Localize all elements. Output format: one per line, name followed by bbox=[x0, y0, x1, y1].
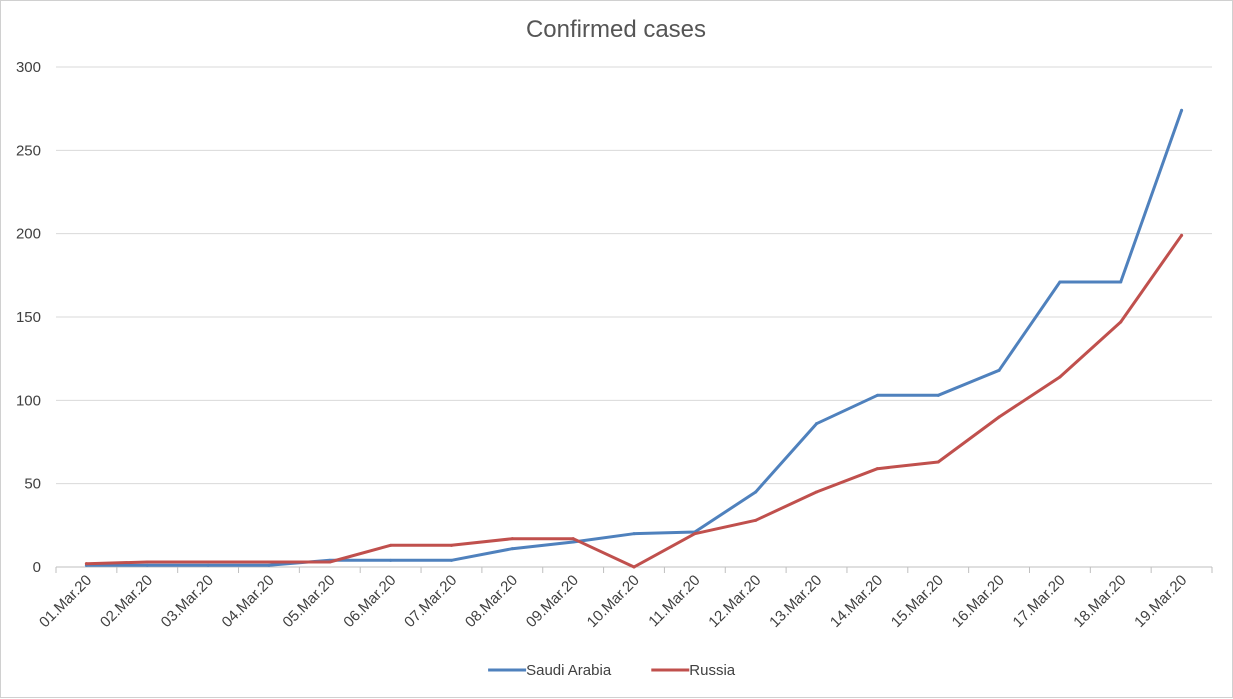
data-point bbox=[693, 532, 697, 536]
data-point bbox=[875, 467, 879, 471]
y-tick-label: 250 bbox=[16, 142, 41, 159]
grid-layer bbox=[56, 66, 1212, 485]
data-point bbox=[1058, 280, 1062, 284]
data-point bbox=[389, 543, 393, 547]
data-point bbox=[1119, 280, 1123, 284]
data-point bbox=[632, 532, 636, 536]
y-tick-label: 200 bbox=[16, 226, 41, 243]
y-tick-label: 0 bbox=[33, 559, 41, 576]
x-tick-label: 13.Mar.20 bbox=[766, 572, 825, 631]
data-point bbox=[815, 422, 819, 426]
data-point bbox=[389, 558, 393, 562]
data-point bbox=[1119, 320, 1123, 324]
x-tick-label: 08.Mar.20 bbox=[462, 572, 521, 631]
legend-label: Russia bbox=[689, 662, 736, 679]
x-tick-label: 06.Mar.20 bbox=[340, 572, 399, 631]
data-point bbox=[875, 393, 879, 397]
data-point bbox=[267, 560, 271, 564]
data-point bbox=[754, 518, 758, 522]
x-tick-label: 05.Mar.20 bbox=[279, 572, 338, 631]
data-point bbox=[449, 558, 453, 562]
data-point bbox=[449, 543, 453, 547]
data-point bbox=[1180, 233, 1184, 237]
x-tick-label: 02.Mar.20 bbox=[97, 572, 156, 631]
y-tick-label: 50 bbox=[24, 476, 41, 493]
data-point bbox=[1180, 108, 1184, 112]
x-tick-label: 07.Mar.20 bbox=[401, 572, 460, 631]
x-tick-label: 01.Mar.20 bbox=[36, 572, 95, 631]
data-point bbox=[510, 537, 514, 541]
x-tick-label: 15.Mar.20 bbox=[888, 572, 947, 631]
x-tick-label: 11.Mar.20 bbox=[645, 572, 703, 630]
x-tick-label: 14.Mar.20 bbox=[827, 572, 886, 631]
data-point bbox=[510, 547, 514, 551]
legend: Saudi Arabia Russia bbox=[488, 662, 736, 679]
x-tick-label: 03.Mar.20 bbox=[158, 572, 217, 631]
data-point bbox=[997, 368, 1001, 372]
data-point bbox=[571, 540, 575, 544]
x-tick-label: 10.Mar.20 bbox=[584, 572, 643, 631]
data-point bbox=[267, 563, 271, 567]
series-layer bbox=[84, 108, 1184, 569]
x-tick-label: 16.Mar.20 bbox=[949, 572, 1008, 631]
data-point bbox=[754, 490, 758, 494]
data-point bbox=[206, 560, 210, 564]
series-line-2 bbox=[84, 233, 1184, 569]
data-point bbox=[328, 560, 332, 564]
x-tick-label: 19.Mar.20 bbox=[1131, 572, 1190, 631]
data-point bbox=[815, 490, 819, 494]
chart-title: Confirmed cases bbox=[526, 16, 706, 43]
data-point bbox=[145, 563, 149, 567]
x-tick-label: 12.Mar.20 bbox=[705, 572, 764, 631]
legend-label: Saudi Arabia bbox=[526, 662, 612, 679]
data-point bbox=[997, 415, 1001, 419]
x-tick-label: 17.Mar.20 bbox=[1010, 572, 1069, 631]
data-point bbox=[571, 537, 575, 541]
x-tick-label: 18.Mar.20 bbox=[1070, 572, 1129, 631]
series-line-1 bbox=[84, 108, 1184, 567]
data-point bbox=[84, 562, 88, 566]
x-tick-label: 04.Mar.20 bbox=[219, 572, 278, 631]
data-point bbox=[1058, 375, 1062, 379]
axis-layer: 0 50 100 150 200 250 300 01.Mar.20 02.Mar.20 03.M… bbox=[16, 59, 1213, 631]
y-tick-label: 100 bbox=[16, 392, 41, 409]
y-tick-label: 300 bbox=[16, 59, 41, 76]
data-point bbox=[206, 563, 210, 567]
data-point bbox=[145, 560, 149, 564]
data-point bbox=[936, 393, 940, 397]
y-tick-label: 150 bbox=[16, 309, 41, 326]
x-tick-label: 09.Mar.20 bbox=[523, 572, 582, 631]
data-point bbox=[632, 565, 636, 569]
data-point bbox=[936, 460, 940, 464]
